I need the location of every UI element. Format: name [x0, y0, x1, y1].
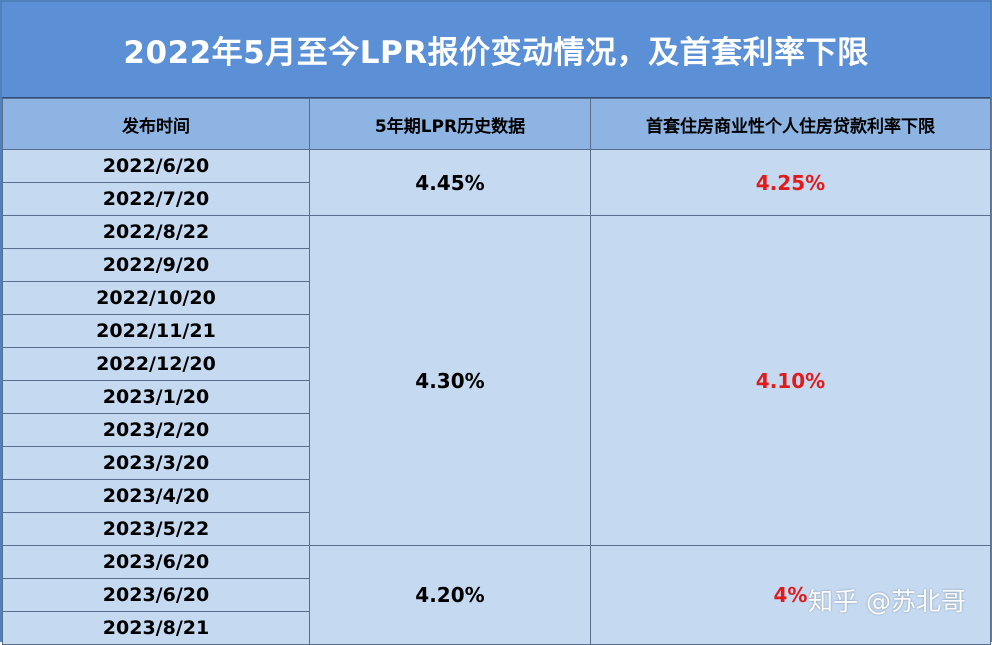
- lpr-cell: 4.30%: [309, 215, 591, 546]
- column-header-date: 发布时间: [2, 98, 310, 150]
- table-row: 2023/6/20: [2, 578, 991, 612]
- table-body: 2022/6/20 4.45% 4.25% 2022/7/20 2022/8/2…: [2, 149, 991, 645]
- lpr-cell: 4.20%: [309, 545, 591, 645]
- date-cell: 2022/7/20: [2, 182, 310, 216]
- table-row: 2023/4/20: [2, 479, 991, 513]
- floor-rate-cell: 4%: [590, 545, 991, 645]
- lpr-cell: 4.45%: [309, 149, 591, 216]
- date-cell: 2022/8/22: [2, 215, 310, 249]
- date-cell: 2022/6/20: [2, 149, 310, 183]
- date-cell: 2023/4/20: [2, 479, 310, 513]
- date-cell: 2023/6/20: [2, 545, 310, 579]
- page-title: 2022年5月至今LPR报价变动情况，及首套利率下限: [2, 2, 990, 98]
- date-cell: 2022/10/20: [2, 281, 310, 315]
- date-cell: 2022/11/21: [2, 314, 310, 348]
- date-cell: 2022/9/20: [2, 248, 310, 282]
- date-cell: 2023/8/21: [2, 611, 310, 645]
- table-row: 2022/12/20: [2, 347, 991, 381]
- table-row: 2022/9/20: [2, 248, 991, 282]
- table-row: 2022/8/22 4.30% 4.10%: [2, 215, 991, 546]
- date-cell: 2023/2/20: [2, 413, 310, 447]
- table-row: 2022/11/21: [2, 314, 991, 348]
- table-row: 2023/6/20 4.20% 4%: [2, 545, 991, 645]
- table-row: 2023/2/20: [2, 413, 991, 447]
- table-row: 2023/3/20: [2, 446, 991, 480]
- table-row: 2023/5/22: [2, 512, 991, 546]
- floor-rate-cell: 4.10%: [590, 215, 991, 546]
- column-header-lpr: 5年期LPR历史数据: [309, 98, 591, 150]
- zhihu-watermark: 知乎 @苏北哥: [808, 582, 966, 618]
- date-cell: 2023/1/20: [2, 380, 310, 414]
- lpr-history-table: 发布时间 5年期LPR历史数据 首套住房商业性个人住房贷款利率下限 2022/6…: [2, 98, 991, 645]
- table-row: 2022/6/20 4.45% 4.25%: [2, 149, 991, 216]
- table-header-row: 发布时间 5年期LPR历史数据 首套住房商业性个人住房贷款利率下限: [2, 98, 991, 150]
- date-cell: 2023/5/22: [2, 512, 310, 546]
- table-row: 2023/8/21: [2, 611, 991, 645]
- date-cell: 2022/12/20: [2, 347, 310, 381]
- table-row: 2023/1/20: [2, 380, 991, 414]
- watermark-text: 知乎 @苏北哥: [808, 587, 966, 616]
- table-row: 2022/7/20: [2, 182, 991, 216]
- date-cell: 2023/3/20: [2, 446, 310, 480]
- date-cell: 2023/6/20: [2, 578, 310, 612]
- floor-rate-cell: 4.25%: [590, 149, 991, 216]
- column-header-floor: 首套住房商业性个人住房贷款利率下限: [590, 98, 991, 150]
